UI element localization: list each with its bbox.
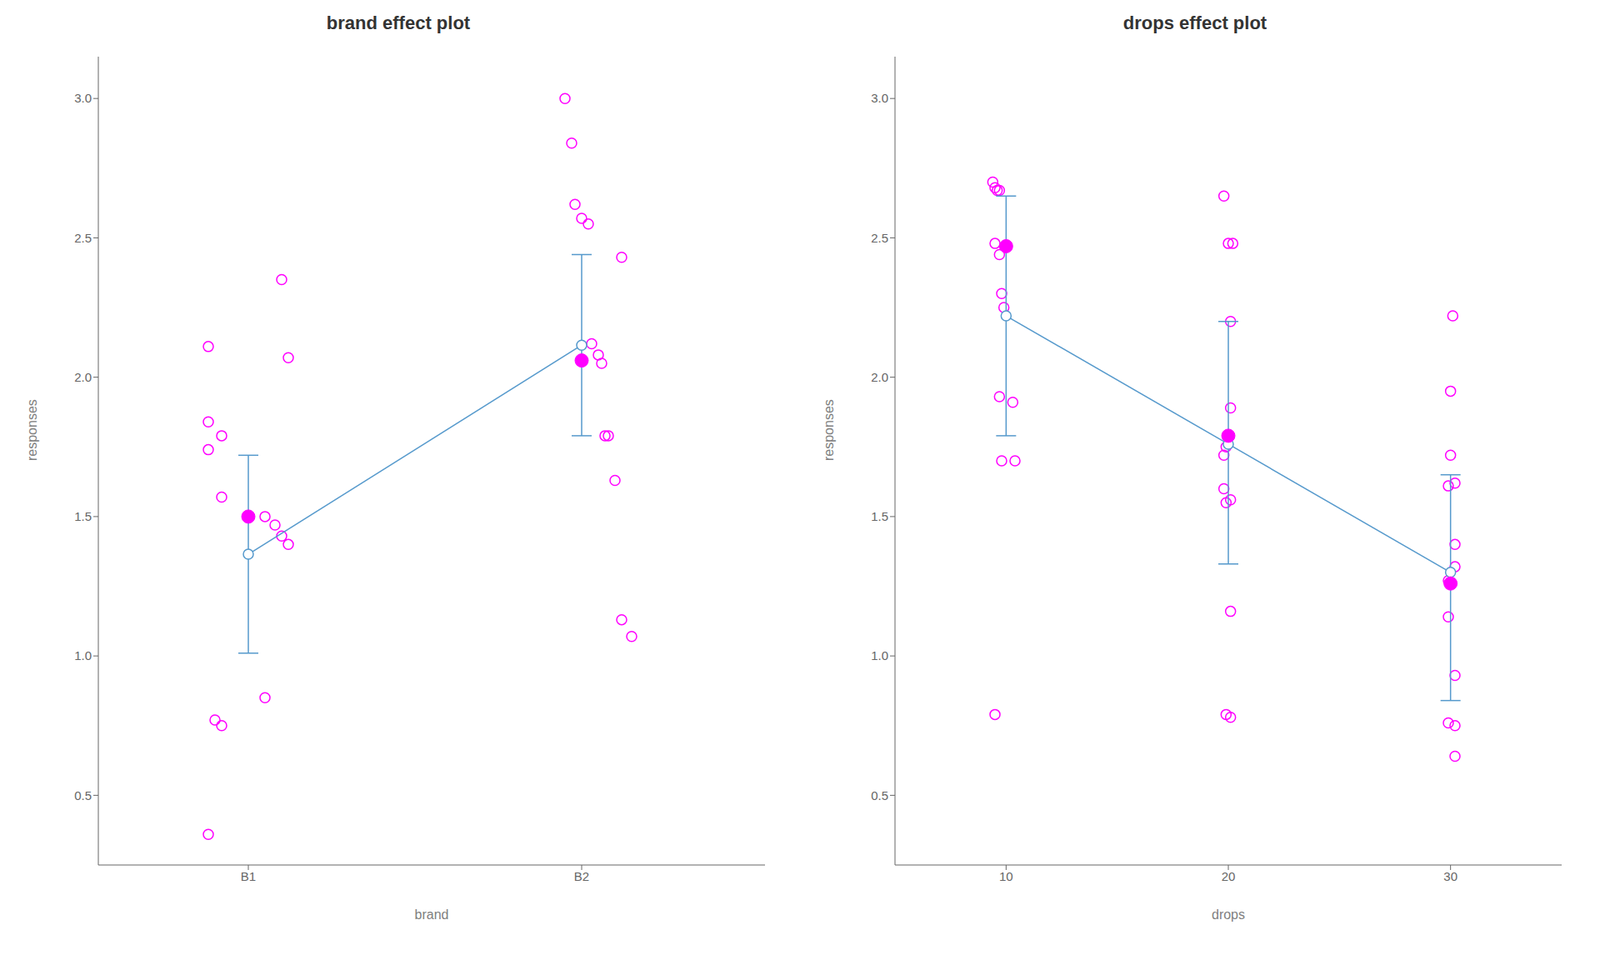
svg-text:responses: responses [821, 399, 836, 461]
svg-text:2.0: 2.0 [74, 370, 92, 385]
svg-text:20: 20 [1221, 869, 1236, 884]
svg-text:1.5: 1.5 [74, 509, 92, 524]
svg-text:B2: B2 [574, 869, 590, 884]
svg-text:3.0: 3.0 [870, 90, 889, 105]
svg-text:drops: drops [1211, 907, 1245, 922]
svg-text:2.5: 2.5 [870, 230, 889, 245]
svg-text:1.0: 1.0 [870, 648, 889, 663]
svg-text:responses: responses [25, 399, 40, 461]
svg-text:2.0: 2.0 [870, 370, 889, 385]
svg-text:3.0: 3.0 [74, 90, 92, 105]
svg-text:0.5: 0.5 [870, 788, 889, 803]
svg-text:1.0: 1.0 [74, 648, 92, 663]
svg-text:10: 10 [999, 869, 1014, 884]
html-text:brand effect plot: brand effect plot [326, 12, 471, 34]
svg-text:30: 30 [1443, 869, 1458, 884]
svg-text:brand: brand [415, 907, 450, 922]
svg-text:2.5: 2.5 [74, 230, 92, 245]
svg-text:1.5: 1.5 [870, 509, 889, 524]
svg-text:B1: B1 [240, 869, 256, 884]
svg-text:0.5: 0.5 [74, 788, 92, 803]
html-text:drops effect plot: drops effect plot [1123, 12, 1267, 34]
